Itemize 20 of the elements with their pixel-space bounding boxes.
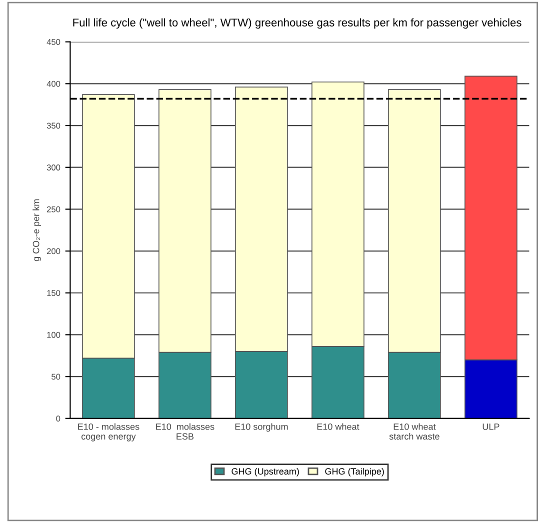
y-tick-label: 150	[47, 290, 60, 296]
chart-title: Full life cycle ("well to wheel", WTW) greenhouse gas results per km for passenger vehicles	[73, 18, 522, 29]
x-tick-label: E10 - molasses cogen energy	[78, 423, 140, 442]
legend-label: GHG (Tailpipe)	[325, 468, 384, 476]
y-tick-label: 50	[52, 374, 60, 380]
y-axis-title: g CO₂-e per km	[32, 199, 42, 262]
x-tick-label: E10 wheat	[317, 423, 360, 430]
x-tick-label: ULP	[482, 424, 500, 430]
y-tick-label: 450	[46, 39, 60, 45]
y-tick-label: 250	[46, 206, 60, 212]
x-tick-label: E10 molasses ESB	[156, 423, 214, 440]
y-tick-label: 100	[47, 332, 60, 338]
y-tick-label: 350	[46, 122, 60, 129]
x-tick-label: E10 sorghum	[235, 423, 288, 432]
x-tick-label: E10 wheat starch waste	[389, 423, 440, 440]
y-tick-label: 0	[56, 416, 60, 422]
y-tick-label: 300	[46, 164, 60, 170]
y-tick-label: 400	[46, 80, 60, 87]
legend-label: GHG (Upstream)	[232, 468, 299, 476]
y-tick-label: 200	[46, 248, 60, 254]
